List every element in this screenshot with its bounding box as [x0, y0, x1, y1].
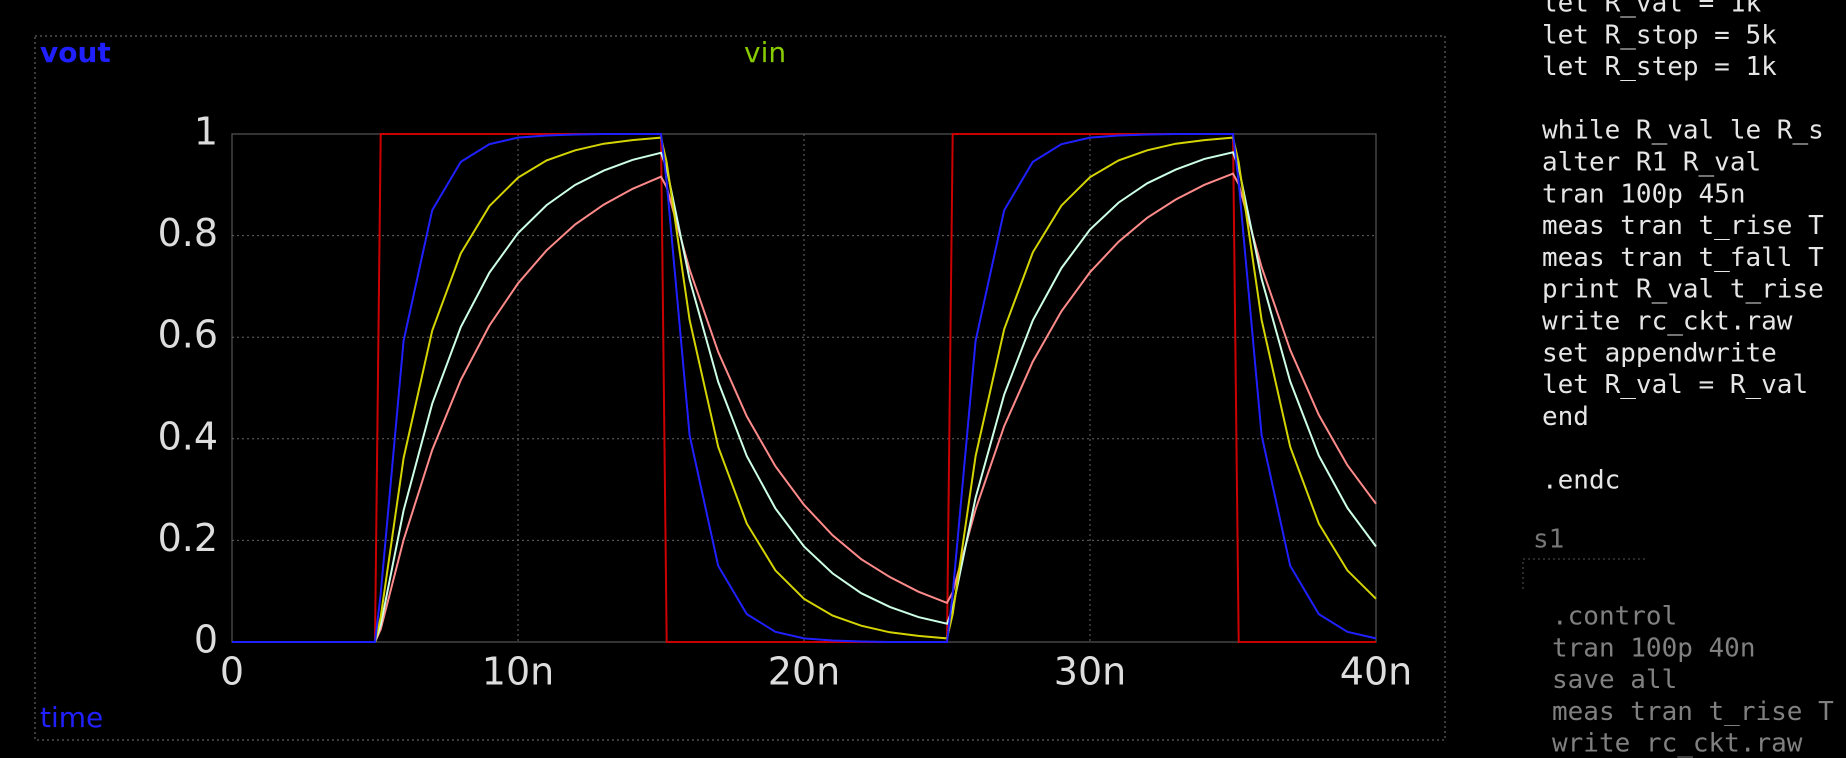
- x-tick-label: 30n: [1054, 650, 1126, 694]
- symbol-line: meas tran t_rise T: [1552, 697, 1834, 727]
- code-line: let R_step = 1k: [1542, 52, 1777, 82]
- code-line: meas tran t_fall T: [1542, 243, 1824, 273]
- symbol-line: tran 100p 40n: [1552, 633, 1756, 663]
- symbol-line: .control: [1552, 602, 1677, 632]
- code-line: alter R1 R_val: [1542, 148, 1761, 178]
- code-line: set appendwrite: [1542, 338, 1777, 368]
- y-tick-label: 1: [194, 110, 218, 154]
- y-tick-label: 0.6: [158, 313, 218, 357]
- y-tick-label: 0.8: [158, 211, 218, 255]
- x-tick-label: 40n: [1340, 650, 1412, 694]
- code-line: end: [1542, 402, 1589, 432]
- code-line: .endc: [1542, 466, 1620, 496]
- graph-frame: [34, 35, 1446, 741]
- code-line: tran 100p 45n: [1542, 179, 1746, 209]
- trace: [232, 172, 1377, 643]
- symbol-outline: [1522, 558, 1646, 589]
- symbol-label: s1: [1533, 525, 1564, 555]
- code-line: let R_val = 1k: [1542, 0, 1761, 19]
- trace-label: vin: [744, 36, 786, 69]
- x-axis-label: time: [40, 701, 103, 734]
- code-line: while R_val le R_s: [1542, 116, 1824, 146]
- y-tick-label: 0: [194, 618, 218, 662]
- code-line: let R_val = R_val: [1542, 370, 1808, 400]
- y-tick-label: 0.2: [158, 516, 218, 560]
- trace: [232, 151, 1377, 643]
- y-tick-label: 0.4: [158, 414, 218, 458]
- x-tick-label: 0: [220, 650, 244, 694]
- code-line: meas tran t_rise T: [1542, 211, 1824, 241]
- symbol-line: save all: [1552, 665, 1677, 695]
- code-line: write rc_ckt.raw: [1542, 307, 1793, 337]
- trace-label: vout: [40, 36, 111, 69]
- x-tick-label: 20n: [768, 650, 840, 694]
- trace: [232, 133, 1377, 643]
- trace: [232, 136, 1377, 643]
- x-tick-label: 10n: [482, 650, 554, 694]
- symbol-line: write rc_ckt.raw: [1552, 729, 1803, 758]
- code-line: print R_val t_rise: [1542, 275, 1824, 305]
- code-line: let R_stop = 5k: [1542, 20, 1777, 50]
